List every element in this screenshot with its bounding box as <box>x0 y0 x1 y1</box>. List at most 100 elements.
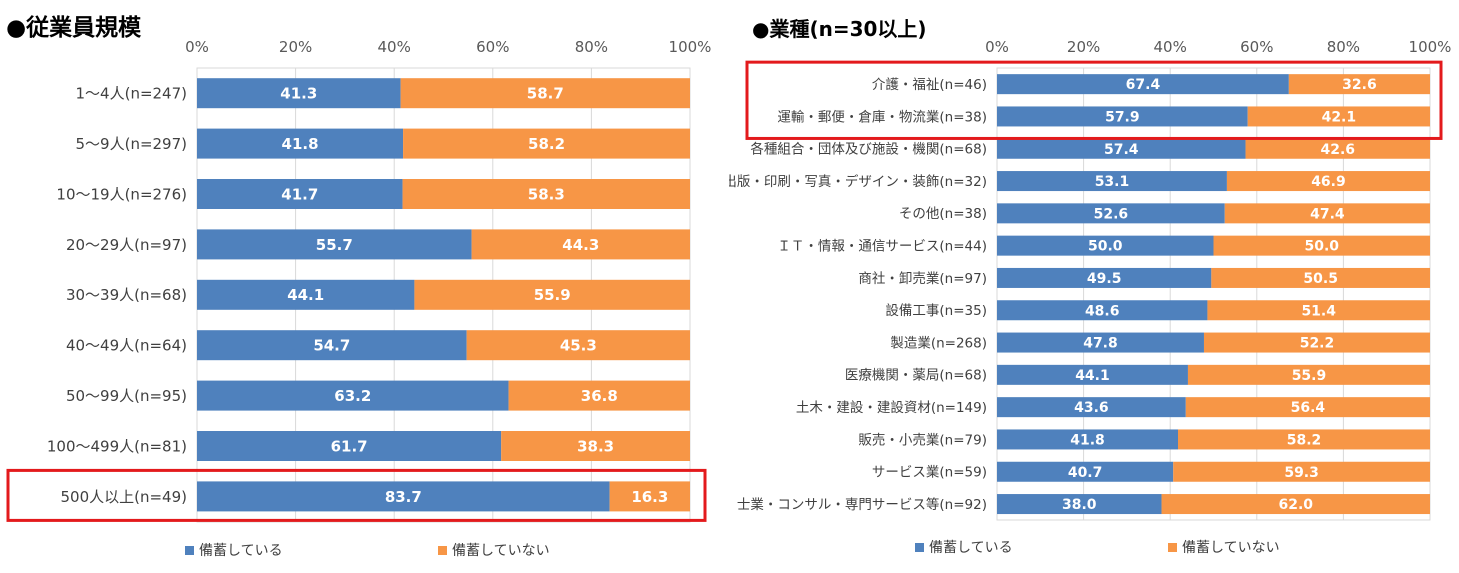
bar-not-stocked <box>1213 235 1430 256</box>
data-label: 52.2 <box>1300 336 1335 352</box>
data-label: 38.0 <box>1062 497 1097 513</box>
category-label: 士業・コンサル・専門サービス等(n=92) <box>737 496 987 513</box>
legend-label: 備蓄している <box>929 540 1013 556</box>
category-label: 土木・建設・建設資材(n=149) <box>796 400 987 416</box>
bar-not-stocked <box>1207 300 1430 321</box>
category-label: 20～29人(n=97) <box>66 236 187 254</box>
legend-label: 備蓄していない <box>452 543 550 559</box>
bar-not-stocked <box>1224 203 1430 224</box>
bar-not-stocked <box>402 179 690 209</box>
category-label: 製造業(n=268) <box>890 335 987 351</box>
bar-stocked <box>997 267 1212 288</box>
x-tick-label: 20% <box>1067 38 1100 56</box>
bar-not-stocked <box>1187 364 1430 385</box>
bar-stocked <box>997 494 1162 515</box>
legend-item-not-stocked: 備蓄していない <box>438 540 550 560</box>
x-tick-label: 80% <box>575 38 608 56</box>
data-label: 83.7 <box>385 488 422 506</box>
bar-not-stocked <box>1245 138 1430 159</box>
x-tick-label: 80% <box>1327 38 1360 56</box>
data-label: 56.4 <box>1291 400 1326 416</box>
bar-not-stocked <box>508 380 690 411</box>
data-label: 62.0 <box>1278 497 1313 513</box>
data-label: 36.8 <box>581 387 618 405</box>
bar-not-stocked <box>414 279 690 310</box>
bar-not-stocked <box>403 128 690 159</box>
bar-not-stocked <box>1203 332 1430 353</box>
bar-stocked <box>997 332 1204 353</box>
data-label: 41.8 <box>1070 432 1105 448</box>
data-label: 63.2 <box>334 387 371 405</box>
data-label: 42.1 <box>1322 109 1357 125</box>
bar-stocked <box>997 74 1289 95</box>
data-label: 58.2 <box>528 135 565 153</box>
bar-stocked <box>197 179 403 209</box>
x-tick-label: 60% <box>1240 38 1273 56</box>
bar-stocked <box>197 128 404 159</box>
category-label: 100～499人(n=81) <box>47 437 187 455</box>
bar-not-stocked <box>471 229 690 260</box>
data-label: 44.3 <box>562 236 599 254</box>
category-label: ＩＴ・情報・通信サービス(n=44) <box>777 239 987 255</box>
data-label: 44.1 <box>1075 368 1110 384</box>
bar-stocked <box>197 481 610 512</box>
category-label: 販売・小売業(n=79) <box>858 432 987 448</box>
data-label: 53.1 <box>1095 174 1130 190</box>
chart-title-industry: ●業種(n=30以上) <box>752 17 927 41</box>
category-label: その他(n=38) <box>899 206 987 222</box>
data-label: 59.3 <box>1284 465 1319 481</box>
category-label: 10～19人(n=276) <box>56 185 187 203</box>
data-label: 48.6 <box>1085 303 1120 319</box>
data-label: 47.4 <box>1310 206 1345 222</box>
bar-not-stocked <box>501 431 690 461</box>
data-label: 51.4 <box>1301 303 1336 319</box>
category-label: 50～99人(n=95) <box>66 387 187 405</box>
category-label: 運輸・郵便・倉庫・物流業(n=38) <box>777 109 987 125</box>
data-label: 50.0 <box>1304 239 1339 255</box>
bar-not-stocked <box>1288 74 1430 95</box>
category-label: 介護・福祉(n=46) <box>872 77 987 93</box>
employee-size-chart: 0% 20% 40% 60% 80% 100% 1～4人(n=247) 41.3 58.7 5～9… <box>6 38 711 523</box>
category-label: 各種組合・団体及び施設・機関(n=68) <box>750 142 987 158</box>
data-label: 57.9 <box>1105 109 1140 125</box>
data-label: 40.7 <box>1068 465 1103 481</box>
bar-stocked <box>197 380 509 411</box>
bar-not-stocked <box>466 330 690 361</box>
legend-swatch-blue <box>185 545 194 555</box>
bar-stocked <box>997 235 1214 256</box>
x-tick-label: 20% <box>279 38 312 56</box>
data-label: 45.3 <box>560 337 597 355</box>
legend-swatch-orange <box>438 545 447 555</box>
category-label: 5～9人(n=297) <box>76 135 188 153</box>
data-label: 16.3 <box>631 488 668 506</box>
data-label: 61.7 <box>331 437 368 455</box>
x-tick-label: 0% <box>985 38 1009 56</box>
legend-swatch-blue <box>915 542 924 552</box>
bar-stocked <box>997 429 1178 450</box>
data-label: 41.7 <box>281 185 318 203</box>
legend-swatch-orange <box>1168 542 1177 552</box>
data-label: 50.5 <box>1303 271 1338 287</box>
data-label: 46.9 <box>1311 174 1346 190</box>
category-label: 30～39人(n=68) <box>66 286 187 304</box>
data-label: 38.3 <box>577 437 614 455</box>
data-label: 41.8 <box>282 135 319 153</box>
bar-stocked <box>197 229 472 260</box>
data-label: 32.6 <box>1342 77 1377 93</box>
bar-not-stocked <box>1173 461 1430 482</box>
category-label: 40～49人(n=64) <box>66 337 187 355</box>
industry-chart: 0% 20% 40% 60% 80% 100% 介護・福祉(n=46) 67.4 32.6 運輸・… <box>729 38 1451 521</box>
bar-stocked <box>997 300 1208 321</box>
legend-label: 備蓄している <box>199 543 283 559</box>
x-tick-label: 40% <box>378 38 411 56</box>
bar-stocked <box>197 279 415 310</box>
data-label: 55.7 <box>316 236 353 254</box>
data-label: 55.9 <box>534 286 571 304</box>
data-label: 44.1 <box>287 286 324 304</box>
data-label: 54.7 <box>313 337 350 355</box>
bar-stocked <box>197 78 401 109</box>
bar-stocked <box>997 397 1186 418</box>
data-label: 58.7 <box>527 85 564 103</box>
bar-not-stocked <box>1177 429 1430 450</box>
